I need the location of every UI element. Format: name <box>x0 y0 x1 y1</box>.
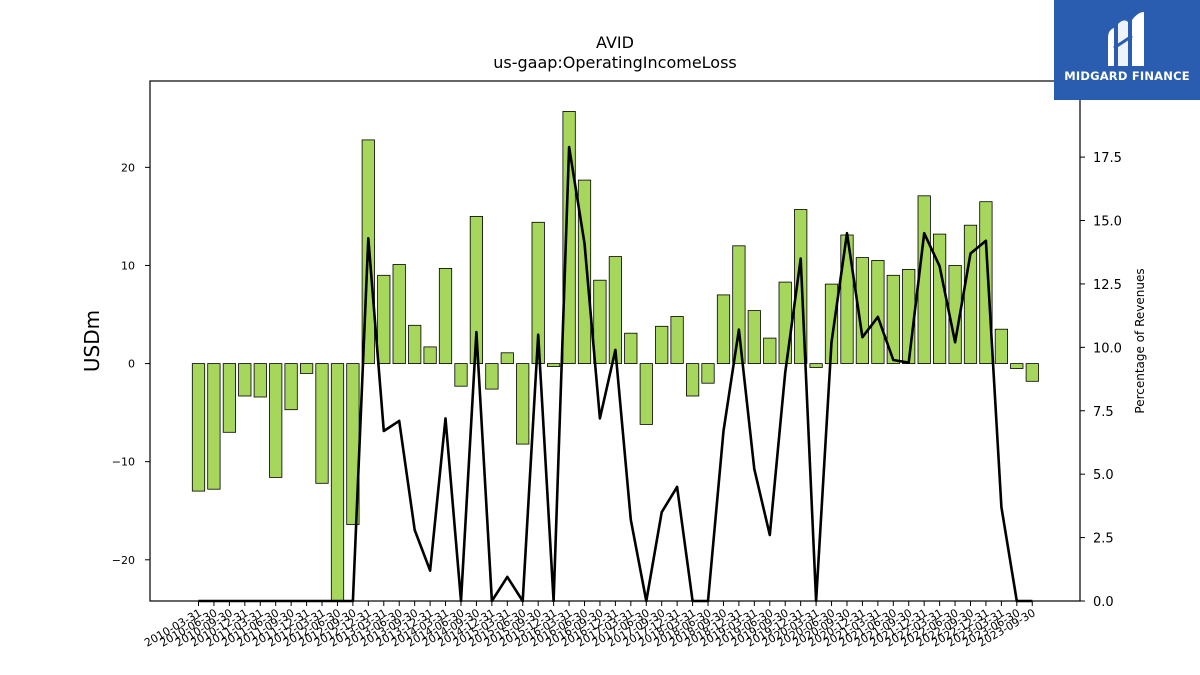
bar <box>871 260 885 364</box>
bar <box>1025 363 1039 382</box>
bar <box>994 328 1009 364</box>
y2-axis-label: Percentage of Revenues <box>1133 268 1147 413</box>
bar <box>516 363 530 445</box>
y-tick-label: 20 <box>121 161 135 174</box>
bar <box>330 363 345 602</box>
bar <box>670 316 684 364</box>
bar <box>593 279 607 365</box>
y2-tick-label: 5.0 <box>1093 468 1114 483</box>
bar <box>454 363 468 387</box>
bar <box>716 294 731 364</box>
y-axis-label: USDm <box>80 310 104 372</box>
bar <box>408 324 422 364</box>
bar <box>315 363 329 484</box>
y-tick-label: 0 <box>128 358 135 371</box>
bar <box>377 274 391 364</box>
bar <box>855 257 870 365</box>
bar <box>531 221 545 365</box>
bar <box>963 224 978 364</box>
chart-subtitle: us-gaap:OperatingIncomeLoss <box>493 53 737 72</box>
bar <box>979 201 993 364</box>
y2-tick-label: 2.5 <box>1093 532 1114 547</box>
y-tick-label: −10 <box>112 456 135 469</box>
y-tick-label: 10 <box>121 259 135 272</box>
bar <box>732 245 746 364</box>
bar <box>763 337 777 365</box>
bar <box>438 267 453 364</box>
bar <box>655 325 669 364</box>
bar <box>469 215 484 364</box>
y2-tick-label: 12.5 <box>1093 278 1122 293</box>
bar <box>747 310 761 365</box>
y2-tick-label: 0.0 <box>1093 595 1114 610</box>
bar <box>701 363 715 384</box>
bar <box>299 363 314 374</box>
bar <box>253 363 267 398</box>
bar <box>686 363 700 397</box>
bar <box>547 363 561 367</box>
bar <box>284 363 298 411</box>
bar <box>608 256 623 364</box>
bar <box>1010 363 1024 369</box>
bar <box>392 264 406 364</box>
bar <box>639 363 653 425</box>
bar-series <box>191 111 1039 602</box>
bar <box>207 363 221 490</box>
bar <box>933 233 947 365</box>
y2-tick-label: 10.0 <box>1093 341 1122 356</box>
midgard-logo-icon <box>1108 12 1144 66</box>
plot-frame <box>149 80 1081 602</box>
bar <box>423 346 437 364</box>
logo-text: MIDGARD FINANCE <box>1064 69 1190 83</box>
y2-tick-label: 7.5 <box>1093 405 1114 420</box>
bar <box>500 352 514 364</box>
brand-logo: MIDGARD FINANCE <box>1054 0 1200 100</box>
chart-title: AVID <box>596 33 634 52</box>
y2-tick-label: 15.0 <box>1093 215 1122 230</box>
axes: −20−10010200.02.55.07.510.012.515.017.52… <box>112 151 1122 649</box>
bar <box>485 363 499 390</box>
bar <box>577 179 592 365</box>
bar <box>778 281 792 364</box>
bar <box>222 363 236 433</box>
bar <box>269 363 283 478</box>
bar <box>191 363 206 492</box>
bar <box>624 332 638 365</box>
bar <box>886 274 900 364</box>
y2-tick-label: 17.5 <box>1093 151 1122 166</box>
bar <box>809 363 823 368</box>
y-tick-label: −20 <box>112 554 135 567</box>
bar <box>238 363 252 397</box>
